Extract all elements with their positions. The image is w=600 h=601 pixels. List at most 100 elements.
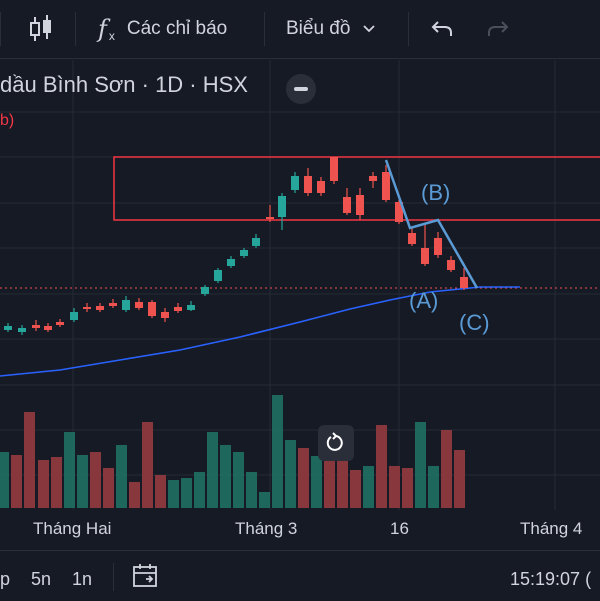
candle — [174, 303, 182, 313]
resistance-box — [113, 156, 600, 221]
candle — [44, 323, 52, 332]
volume-bar — [38, 460, 49, 508]
candle — [161, 308, 169, 322]
candle — [201, 285, 209, 296]
candle — [96, 303, 104, 312]
volume-bar — [285, 440, 296, 508]
candle — [317, 177, 325, 196]
candle — [148, 300, 156, 318]
volume-bar — [51, 457, 62, 508]
volume-bar — [233, 452, 244, 508]
volume-bar — [194, 472, 205, 508]
elliott-wave-lines — [384, 159, 479, 289]
candle — [382, 165, 390, 202]
time-axis-label: Tháng Hai — [33, 519, 112, 538]
volume-bar — [11, 455, 22, 508]
candle — [83, 303, 91, 312]
volume-bar — [168, 480, 179, 508]
candle — [109, 299, 117, 308]
volume-bar — [207, 432, 218, 508]
candle — [266, 205, 274, 222]
bottom-divider — [113, 563, 114, 591]
candle — [330, 157, 338, 184]
calendar-icon — [133, 564, 157, 587]
volume-bar — [324, 458, 335, 508]
bottom-bar: p 5n 1n 15:19:07 ( — [0, 550, 600, 601]
volume-bar — [272, 395, 283, 508]
volume-bar — [389, 466, 400, 508]
volume-bar — [376, 425, 387, 508]
volume-bar — [64, 432, 75, 508]
volume-bar — [402, 468, 413, 508]
volume-bar — [337, 440, 348, 508]
candle — [460, 268, 468, 290]
price-chart[interactable]: (B) (A) (C) — [0, 60, 600, 510]
reset-chart-button[interactable] — [318, 425, 354, 461]
chart-type-dropdown[interactable]: Biểu đồ — [286, 0, 376, 58]
volume-bar — [103, 468, 114, 508]
volume-bar — [0, 452, 9, 508]
toolbar-divider — [75, 12, 76, 46]
clock-display[interactable]: 15:19:07 ( — [510, 569, 592, 589]
chevron-down-icon — [363, 25, 376, 33]
candle — [18, 325, 26, 335]
volume-bar — [454, 450, 465, 508]
candle — [227, 256, 235, 268]
candlesticks — [4, 157, 468, 335]
time-axis-label: Tháng 3 — [235, 519, 298, 538]
volume-bar — [428, 466, 439, 508]
volume-bar — [220, 445, 231, 508]
toolbar-divider — [408, 12, 409, 46]
candle — [135, 298, 143, 310]
time-axis-label: Tháng 4 — [520, 519, 583, 538]
redo-icon — [488, 21, 509, 36]
function-subscript-icon: x — [108, 29, 115, 43]
range-button-5n[interactable]: 5n — [31, 569, 52, 589]
range-button-1n[interactable]: 1n — [72, 569, 93, 589]
candles-icon[interactable] — [28, 0, 54, 58]
volume-bar — [441, 430, 452, 508]
volume-bar — [415, 422, 426, 508]
range-button-partial[interactable]: p — [0, 569, 11, 589]
reset-icon — [326, 432, 343, 451]
volume-bar — [363, 466, 374, 508]
candle — [408, 228, 416, 246]
grid — [0, 60, 600, 510]
toolbar-divider — [264, 12, 265, 46]
wave-label-c: (C) — [459, 310, 490, 335]
time-axis-label: 16 — [390, 519, 409, 538]
volume-bar — [24, 412, 35, 508]
candle — [291, 172, 299, 193]
undo-icon — [431, 21, 452, 36]
indicators-button[interactable]: f x Các chỉ báo — [98, 0, 227, 58]
chart-title: dầu Bình Sơn · 1D · HSX — [0, 72, 248, 97]
volume-bar — [129, 482, 140, 508]
candle — [252, 234, 260, 248]
undo-button[interactable] — [430, 0, 454, 58]
moving-average-line — [0, 286, 520, 377]
candle — [304, 168, 312, 196]
indicators-label: Các chỉ báo — [126, 18, 228, 39]
candle — [395, 200, 403, 224]
candle — [4, 323, 12, 332]
candle — [214, 268, 222, 283]
volume-bar — [77, 455, 88, 508]
top-toolbar: f x Các chỉ báo Biểu đồ — [0, 0, 600, 59]
candle — [421, 225, 429, 266]
chart-type-label: Biểu đồ — [286, 18, 351, 39]
wave-label-a: (A) — [409, 288, 438, 313]
volume-bar — [350, 470, 361, 508]
candle — [356, 188, 364, 220]
redo-button[interactable] — [486, 0, 510, 58]
candle — [343, 188, 351, 215]
date-range-button[interactable] — [132, 563, 160, 594]
candle — [434, 232, 442, 258]
collapse-legend-button[interactable] — [286, 74, 316, 104]
candle — [56, 319, 64, 327]
candle — [187, 301, 195, 311]
volume-bar — [311, 456, 322, 508]
volume-bar — [155, 475, 166, 508]
volume-bar — [116, 445, 127, 508]
candle — [32, 320, 40, 331]
volume-bar — [90, 452, 101, 508]
